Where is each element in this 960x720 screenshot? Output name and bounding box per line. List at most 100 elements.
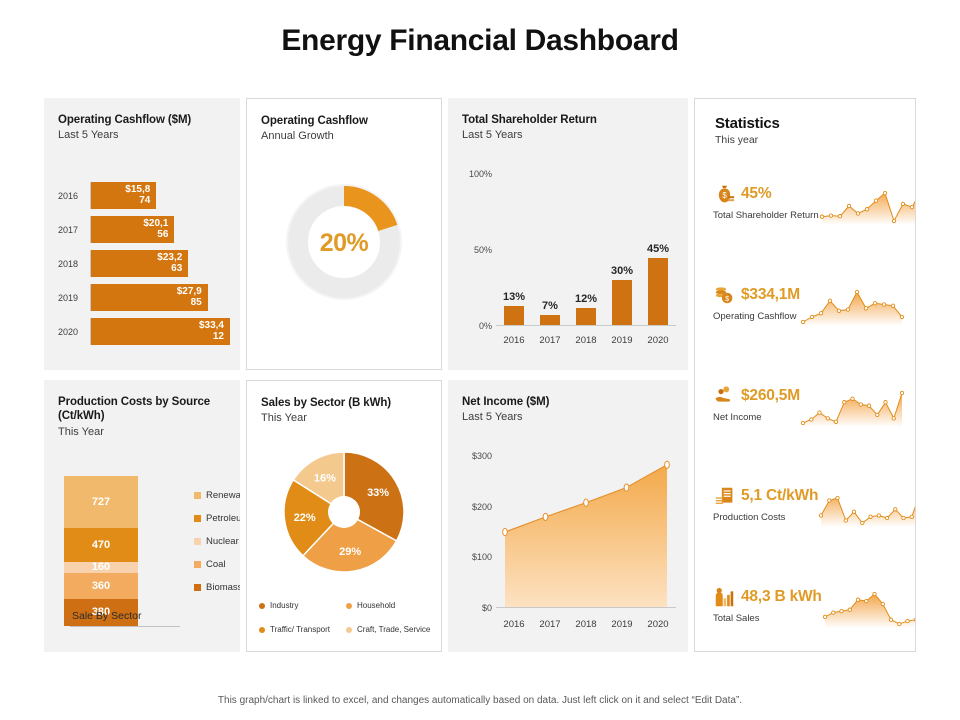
bar-value-label: $15,8 74: [125, 184, 151, 206]
column-bar: [647, 257, 669, 326]
area-data-point: [503, 528, 508, 535]
panel-operating-cashflow-donut: Operating Cashflow Annual Growth 20%: [246, 98, 442, 370]
statistic-info: 5,1 Ct/kWh Production Costs: [713, 483, 818, 523]
area-data-point: [665, 461, 670, 468]
statistic-sparkline: [800, 383, 905, 432]
panel-title-operating-cashflow-bars: Operating Cashflow ($M): [58, 114, 192, 126]
statistic-label: Production Costs: [713, 512, 786, 524]
column-item: 13%: [498, 174, 530, 326]
column-value-label: 45%: [646, 242, 669, 255]
pie-slice-label: 16%: [314, 472, 336, 484]
legend-color-swatch: [194, 561, 201, 568]
area-chart-axis-line: [496, 607, 676, 608]
bar-category-label: 2017: [58, 224, 79, 235]
bar-category-label: 2018: [58, 258, 79, 269]
statistic-value: 48,3 B kWh: [741, 588, 822, 605]
panel-operating-cashflow-bars: Operating Cashflow ($M) Last 5 Years 201…: [44, 98, 240, 370]
statistic-info: 48,3 B kWh Total Sales: [713, 584, 822, 624]
statistics-subtitle: This year: [715, 134, 759, 146]
bar-fill: $20,1 56: [91, 216, 175, 243]
bar-track: $33,4 12: [90, 318, 230, 345]
statistic-label: Total Sales: [713, 613, 760, 624]
bar-track: $20,1 56: [90, 216, 230, 243]
x-tick-label: 2017: [539, 335, 561, 346]
y-tick-label: $100: [471, 552, 492, 563]
stack-segment: 380: [64, 598, 138, 626]
legend-label: Petroleum: [206, 513, 240, 524]
y-tick-label: 100%: [468, 169, 492, 179]
column-item: 12%: [570, 174, 602, 326]
statistic-value: 5,1 Ct/kWh: [741, 487, 819, 505]
dashboard-grid: Operating Cashflow ($M) Last 5 Years 201…: [44, 98, 916, 664]
column-item: 30%: [606, 174, 638, 326]
pie-slice-label: 29%: [339, 546, 361, 558]
pie-chart-svg: 33% 29% 22% 16%: [283, 451, 405, 573]
x-tick-label: 2019: [611, 619, 633, 630]
legend-label: Industry: [270, 601, 299, 610]
column-bar: [611, 280, 633, 326]
horizontal-bar-chart: 2016 $15,8 74 2017 $20,1 56 2018 $23,2 63 2019…: [58, 182, 230, 352]
stacked-bar-column: 727 470 160 360 380: [64, 476, 138, 626]
legend-item: Traffic/ Transport: [259, 625, 346, 635]
legend-item: Nuclear: [194, 536, 240, 547]
panel-production-costs: Production Costs by Source (Ct/kWh) This…: [44, 380, 240, 652]
area-data-point: [543, 513, 548, 520]
stack-segment: 727: [64, 476, 138, 528]
svg-text:$: $: [725, 296, 729, 303]
legend-color-swatch: [346, 627, 352, 633]
bar-value-label: $27,9 85: [176, 286, 202, 308]
bar-category-label: 2016: [58, 190, 79, 201]
x-tick-label: 2017: [539, 619, 561, 630]
panel-subtitle-production-costs: This Year: [58, 425, 104, 438]
legend-color-swatch: [194, 515, 201, 522]
panel-total-shareholder-return: Total Shareholder Return Last 5 Years 0%…: [448, 98, 688, 370]
legend-label: Craft, Trade, Service: [357, 625, 431, 634]
donut-center-label: 20%: [319, 229, 369, 257]
panel-subtitle-sales-by-sector: This Year: [261, 412, 307, 425]
statistic-value: $260,5M: [741, 386, 800, 404]
area-fill: [505, 464, 667, 608]
panel-title-operating-cashflow-donut: Operating Cashflow: [261, 115, 368, 127]
page-title: Energy Financial Dashboard: [281, 24, 679, 57]
panel-statistics: Statistics This year $45% Total Sharehold…: [694, 98, 916, 652]
legend-color-swatch: [259, 603, 265, 609]
bar-track: $23,2 63: [90, 250, 230, 277]
statistic-sparkline: [822, 584, 915, 633]
column-value-label: 30%: [610, 265, 633, 278]
x-tick-label: 2018: [575, 619, 597, 630]
panel-subtitle-operating-cashflow-donut: Annual Growth: [261, 130, 334, 143]
bar-fill: $15,8 74: [91, 182, 157, 209]
area-chart-svg: [496, 446, 676, 608]
column-chart: 0% 50% 100% 13% 7% 12% 30% 45% 2016 2017 2018 201…: [462, 168, 678, 352]
legend-item: Coal: [194, 559, 240, 570]
statistic-headline: 5,1 Ct/kWh: [713, 485, 818, 507]
column-bar: [539, 315, 561, 326]
donut-svg: [286, 184, 402, 300]
panel-title-total-shareholder-return: Total Shareholder Return: [462, 114, 597, 126]
bar-fill: $27,9 85: [91, 284, 208, 311]
y-tick-label: $300: [471, 451, 492, 462]
legend-label: Coal: [206, 559, 226, 570]
bar-row: 2017 $20,1 56: [58, 216, 230, 243]
pie-slice: [292, 451, 345, 514]
pie-slice-label: 33%: [367, 487, 389, 499]
x-tick-label: 2018: [575, 335, 597, 346]
x-tick-label: 2020: [647, 619, 669, 630]
panel-subtitle-total-shareholder-return: Last 5 Years: [462, 129, 523, 142]
coin-stack-icon: $: [713, 284, 735, 306]
statistic-headline: $260,5M: [713, 385, 800, 407]
column-chart-axis-line: [496, 325, 676, 326]
statistic-headline: $ $334,1M: [713, 284, 800, 306]
panel-title-net-income: Net Income ($M): [462, 396, 550, 408]
statistic-info: $ $334,1M Operating Cashflow: [713, 282, 800, 322]
stack-segment: 360: [64, 573, 138, 599]
column-bar: [503, 306, 525, 326]
bar-row: 2016 $15,8 74: [58, 182, 230, 209]
column-bar: [575, 307, 597, 326]
area-chart-y-axis: $0 $100 $200 $300: [460, 442, 494, 613]
pie-slice-label: 22%: [294, 512, 316, 524]
y-tick-label: $200: [471, 501, 492, 512]
panel-subtitle-operating-cashflow-bars: Last 5 Years: [58, 129, 119, 142]
legend-label: Traffic/ Transport: [270, 625, 331, 634]
